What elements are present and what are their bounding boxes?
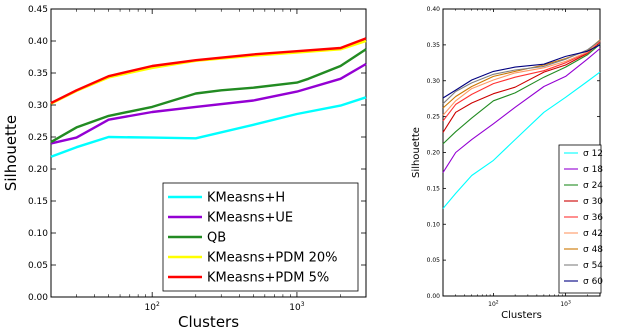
chart2-series-line-6: [442, 40, 601, 116]
chart1-series-line-5: [50, 37, 367, 105]
chart1-legend-entry: KMeasns+H: [207, 191, 285, 206]
chart2-legend-entry: σ 30: [583, 197, 603, 207]
chart2-y-tick-label: 0.05: [427, 257, 441, 264]
chart1-y-tick-label: 0.25: [28, 133, 48, 143]
chart2-y-tick-label: 0.15: [427, 185, 441, 192]
chart1-y-tick-label: 0.35: [28, 69, 48, 79]
chart2-legend-entry: σ 60: [583, 277, 603, 287]
chart2-legend-entry: σ 42: [583, 229, 603, 239]
chart1-y-tick-label: 0.10: [28, 229, 48, 239]
chart1-y-tick-label: 0.45: [28, 5, 48, 15]
chart2-y-tick-label: 0.40: [427, 6, 441, 13]
chart2-y-tick-label: 0.00: [427, 293, 441, 300]
chart1-x-tick-label: 103: [289, 301, 304, 313]
chart2-legend-box: [558, 144, 602, 294]
chart1-legend-entry: KMeasns+PDM 5%: [207, 271, 329, 286]
chart2-y-tick-label: 0.30: [427, 78, 441, 85]
chart1-y-tick-label: 0.40: [28, 37, 48, 47]
chart1-series-line-2: [50, 62, 367, 145]
chart1-x-axis-label: Clusters: [178, 313, 239, 327]
chart1-y-axis-label: Silhouette: [2, 115, 20, 191]
chart2-legend-entry: σ 36: [583, 213, 603, 223]
chart1-x-tick-label: 102: [145, 301, 160, 313]
chart1-y-tick-label: 0.05: [28, 261, 48, 271]
chart2-x-axis-label: Clusters: [501, 310, 542, 321]
chart1-y-tick-label: 0.30: [28, 101, 48, 111]
chart2-y-axis-label: Silhouette: [411, 127, 422, 178]
chart1-y-tick-label: 0.15: [28, 197, 48, 207]
chart2-series-line-2: [442, 48, 601, 173]
chart2-legend-entry: σ 48: [583, 245, 603, 255]
chart2-x-tick-label: 102: [488, 299, 499, 308]
chart1-legend-entry: KMeasns+PDM 20%: [207, 251, 337, 266]
chart2-legend-entry: σ 54: [583, 261, 603, 271]
chart2-series-line-4: [442, 41, 601, 133]
chart1-plot-frame: [50, 8, 367, 298]
chart1-series-line-3: [50, 48, 367, 144]
chart2-legend-entry: σ 24: [583, 181, 603, 191]
chart1-y-tick-label: 0.20: [28, 165, 48, 175]
chart1-legend-entry: QB: [207, 231, 226, 246]
chart2-y-tick-label: 0.25: [427, 114, 441, 121]
chart1-y-tick-label: 0.00: [28, 293, 48, 303]
chart2-series-line-9: [442, 44, 601, 99]
chart2-legend-entry: σ 12: [583, 149, 603, 159]
chart1-series-line-1: [50, 96, 367, 158]
chart2-x-tick-label: 103: [560, 299, 571, 308]
chart2-series-line-1: [442, 71, 601, 209]
chart2-legend-entry: σ 18: [583, 165, 603, 175]
chart2-y-tick-label: 0.20: [427, 150, 441, 157]
chart2-y-tick-label: 0.35: [427, 42, 441, 49]
chart2-series-line-5: [442, 40, 601, 122]
chart1-legend-entry: KMeasns+UE: [207, 211, 293, 226]
chart2-series-line-3: [442, 43, 601, 145]
chart2-y-tick-label: 0.10: [427, 221, 441, 228]
